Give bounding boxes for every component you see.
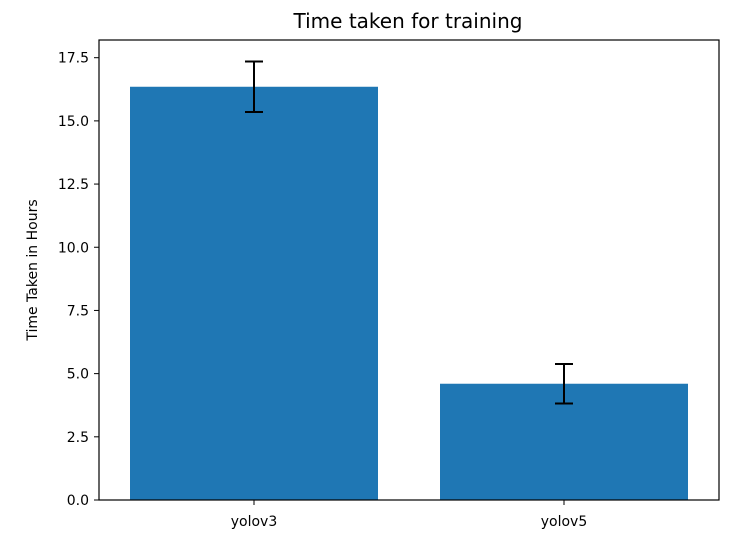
error-bars-group: [245, 60, 573, 405]
y-axis: 0.0 2.5 5.0 7.5 10.0 12.5 15.0 17.5: [58, 51, 99, 509]
error-bar-yolov5: [555, 363, 573, 405]
bars-group: [130, 86, 688, 500]
y-tick-label: 17.5: [58, 51, 89, 67]
y-tick-label: 0.0: [67, 493, 89, 509]
x-tick-label: yolov3: [231, 514, 278, 530]
y-tick-label: 15.0: [58, 114, 89, 130]
x-axis: yolov3 yolov5: [231, 500, 588, 530]
x-tick-label: yolov5: [541, 514, 588, 530]
bar-yolov3: [130, 86, 378, 500]
plot-frame: [98, 39, 720, 501]
y-tick-label: 7.5: [67, 303, 89, 319]
y-tick-label: 10.0: [58, 240, 89, 256]
y-tick-label: 12.5: [58, 177, 89, 193]
error-bar-yolov3: [245, 60, 263, 114]
chart-title: Time taken for training: [293, 9, 523, 33]
y-tick-label: 2.5: [67, 430, 89, 446]
y-tick-label: 5.0: [67, 367, 89, 383]
y-axis-label: Time Taken in Hours: [25, 199, 41, 341]
